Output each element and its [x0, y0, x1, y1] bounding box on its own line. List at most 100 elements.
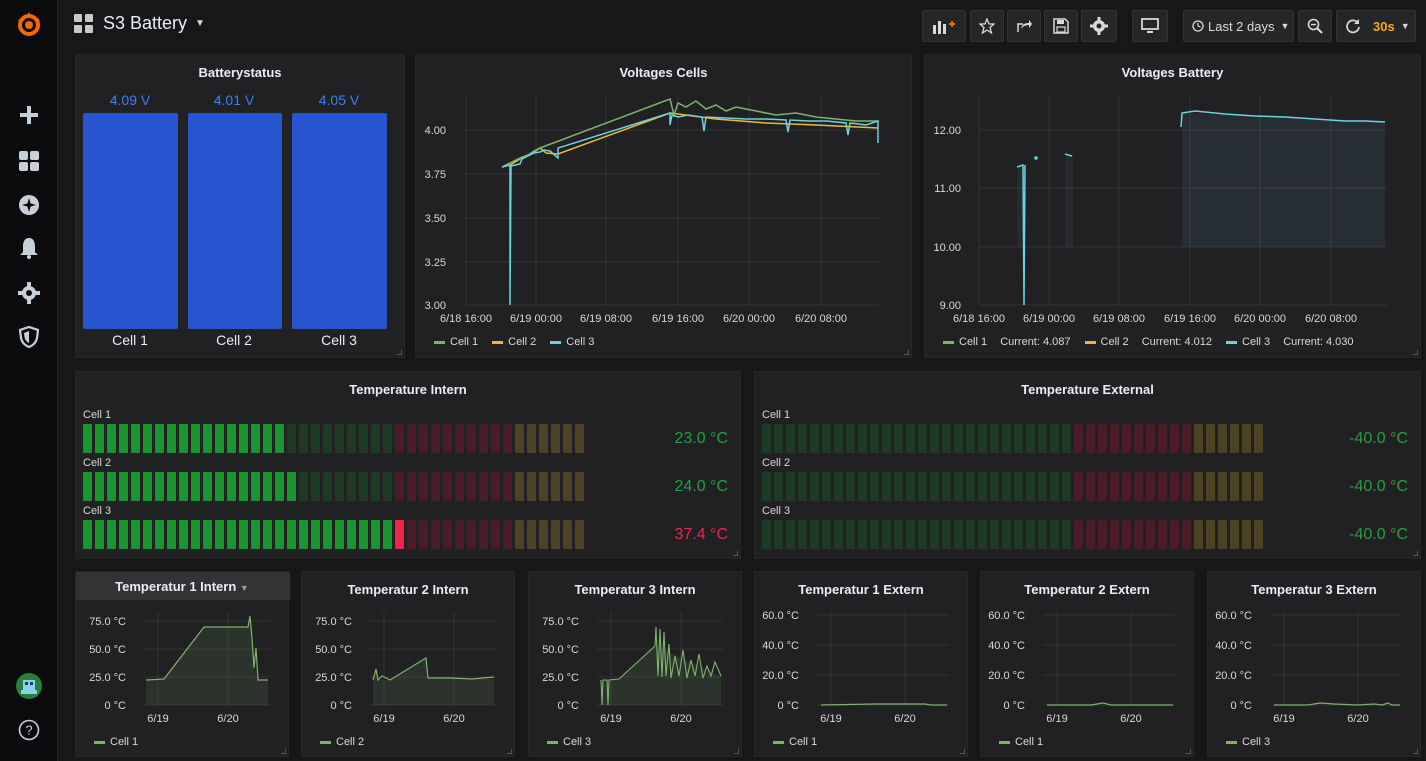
- panel-resize-handle[interactable]: [733, 551, 738, 556]
- legend-item-cell-1[interactable]: Cell 1: [434, 336, 478, 348]
- gauge-segment: [119, 520, 128, 549]
- gauge-segment: [1134, 520, 1143, 549]
- panel-resize-handle[interactable]: [734, 749, 739, 754]
- voltages-cells-graph[interactable]: 4.00 3.75 3.50 3.25 3.00 6/18 16:00 6/19…: [416, 55, 913, 359]
- share-icon: [1017, 20, 1032, 32]
- grafana-logo-icon[interactable]: [14, 10, 44, 40]
- gauge-segment: [407, 520, 416, 549]
- panel-title[interactable]: Batterystatus: [198, 65, 282, 80]
- gauge-segment: [275, 520, 284, 549]
- gauge-segment: [834, 472, 843, 501]
- panel-title[interactable]: Temperatur 2 Intern: [347, 582, 469, 597]
- server-admin-shield-icon[interactable]: [14, 322, 44, 352]
- help-icon[interactable]: ?: [14, 715, 44, 745]
- gauge-segment: [371, 520, 380, 549]
- svg-text:6/20: 6/20: [217, 713, 238, 725]
- panel-resize-handle[interactable]: [397, 350, 402, 355]
- star-dashboard-button[interactable]: [970, 10, 1004, 42]
- gauge-segment: [455, 424, 464, 453]
- gauge-segment: [1218, 472, 1227, 501]
- x-tick-label: 6/19 16:00: [652, 313, 704, 325]
- gauge-segment: [335, 472, 344, 501]
- temperatur-1-extern-panel: Temperatur 1 Extern 60.0 °C 40.0 °C 20.0 °…: [754, 571, 968, 757]
- temperatur-3-extern-graph[interactable]: 60.0 °C 40.0 °C 20.0 °C 0 °C 6/19 6/20: [1208, 572, 1422, 758]
- dashboard-settings-button[interactable]: [1081, 10, 1117, 42]
- legend-item-cell-1[interactable]: Cell 1: [94, 736, 138, 748]
- gauge-segment: [251, 424, 260, 453]
- panel-title[interactable]: Temperatur 1 Extern: [798, 582, 924, 597]
- gauge-segment: [1038, 472, 1047, 501]
- legend-item-cell-2[interactable]: Cell 2: [492, 336, 536, 348]
- gauge-segment: [539, 472, 548, 501]
- gauge-segment: [918, 424, 927, 453]
- gauge-segment: [954, 472, 963, 501]
- series-battery-point: [1034, 156, 1038, 160]
- tv-mode-button[interactable]: [1132, 10, 1168, 42]
- gauge-segment: [1122, 472, 1131, 501]
- add-panel-button[interactable]: [922, 10, 966, 42]
- gauge-segment: [1170, 472, 1179, 501]
- svg-text:20.0 °C: 20.0 °C: [988, 670, 1025, 682]
- dashboards-icon[interactable]: [14, 146, 44, 176]
- gauge-segment: [239, 520, 248, 549]
- gauge-segment: [1002, 520, 1011, 549]
- gauge-segment: [191, 472, 200, 501]
- legend-item-cell-2[interactable]: Cell 2 Current: 4.012: [1084, 336, 1212, 348]
- panel-title[interactable]: Temperatur 1 Intern ▼: [115, 579, 249, 594]
- panel-resize-handle[interactable]: [1413, 350, 1418, 355]
- refresh-picker[interactable]: 30s ▼: [1336, 10, 1416, 42]
- alerting-bell-icon[interactable]: [14, 233, 44, 263]
- legend-item-cell-1[interactable]: Cell 1: [999, 736, 1043, 748]
- svg-text:25.0 °C: 25.0 °C: [315, 672, 352, 684]
- gauge-segment: [551, 424, 560, 453]
- panel-resize-handle[interactable]: [1413, 749, 1418, 754]
- legend-item-cell-1[interactable]: Cell 1: [773, 736, 817, 748]
- gauge-segment: [966, 424, 975, 453]
- configuration-gear-icon[interactable]: [14, 278, 44, 308]
- gauge-segment: [930, 472, 939, 501]
- x-tick-label: 6/20 08:00: [1305, 313, 1357, 325]
- legend-item-cell-2[interactable]: Cell 2: [320, 736, 364, 748]
- panel-resize-handle[interactable]: [904, 350, 909, 355]
- temperatur-1-extern-graph[interactable]: 60.0 °C 40.0 °C 20.0 °C 0 °C 6/19 6/20: [755, 572, 969, 758]
- temperatur-3-intern-graph[interactable]: 75.0 °C 50.0 °C 25.0 °C 0 °C 6/19 6/20: [529, 572, 743, 758]
- legend-item-cell-1[interactable]: Cell 1 Current: 4.087: [943, 336, 1071, 348]
- panel-resize-handle[interactable]: [507, 749, 512, 754]
- temperatur-2-extern-graph[interactable]: 60.0 °C 40.0 °C 20.0 °C 0 °C 6/19 6/20: [981, 572, 1195, 758]
- panel-title[interactable]: Voltages Battery: [1121, 65, 1224, 80]
- gauge-segment: [95, 424, 104, 453]
- user-avatar-icon[interactable]: [14, 671, 44, 701]
- save-dashboard-button[interactable]: [1044, 10, 1078, 42]
- gauge-segment: [407, 472, 416, 501]
- bar-label-cell-2: Cell 2: [216, 332, 252, 348]
- panel-title[interactable]: Temperatur 3 Intern: [574, 582, 696, 597]
- panel-resize-handle[interactable]: [281, 749, 286, 754]
- gauge-value-cell-2: -40.0 °C: [1349, 478, 1408, 495]
- create-plus-icon[interactable]: [14, 100, 44, 130]
- panel-title[interactable]: Temperatur 2 Extern: [1024, 582, 1150, 597]
- legend-item-cell-3[interactable]: Cell 3: [1226, 736, 1270, 748]
- temperatur-1-intern-graph[interactable]: 75.0 °C 50.0 °C 25.0 °C 0 °C 6/19 6/20: [76, 572, 290, 758]
- legend-item-cell-3[interactable]: Cell 3: [547, 736, 591, 748]
- temperatur-2-intern-graph[interactable]: 75.0 °C 50.0 °C 25.0 °C 0 °C 6/19 6/20: [302, 572, 516, 758]
- share-dashboard-button[interactable]: [1007, 10, 1041, 42]
- voltages-battery-graph[interactable]: 12.00 11.00 10.00 9.00 6/18 16:00 6/19 0…: [925, 55, 1422, 359]
- panel-title[interactable]: Temperature Intern: [349, 382, 467, 397]
- legend-item-cell-3[interactable]: Cell 3 Current: 4.030: [1226, 336, 1354, 348]
- panel-title[interactable]: Temperatur 3 Extern: [1251, 582, 1377, 597]
- panel-title[interactable]: Temperature External: [1021, 382, 1154, 397]
- y-tick-label: 10.00: [933, 242, 961, 254]
- panel-resize-handle[interactable]: [1413, 551, 1418, 556]
- panel-resize-handle[interactable]: [960, 749, 965, 754]
- panel-resize-handle[interactable]: [1186, 749, 1191, 754]
- legend-item-cell-3[interactable]: Cell 3: [550, 336, 594, 348]
- explore-compass-icon[interactable]: [14, 190, 44, 220]
- svg-text:6/19: 6/19: [373, 713, 394, 725]
- gauge-segment: [894, 424, 903, 453]
- gauge-segment: [191, 520, 200, 549]
- panel-title[interactable]: Voltages Cells: [619, 65, 708, 80]
- time-range-picker[interactable]: Last 2 days ▼: [1183, 10, 1294, 42]
- panel-header-hover[interactable]: [76, 572, 290, 600]
- dashboard-title-picker[interactable]: S3 Battery ▼: [74, 13, 205, 34]
- zoom-out-button[interactable]: [1298, 10, 1332, 42]
